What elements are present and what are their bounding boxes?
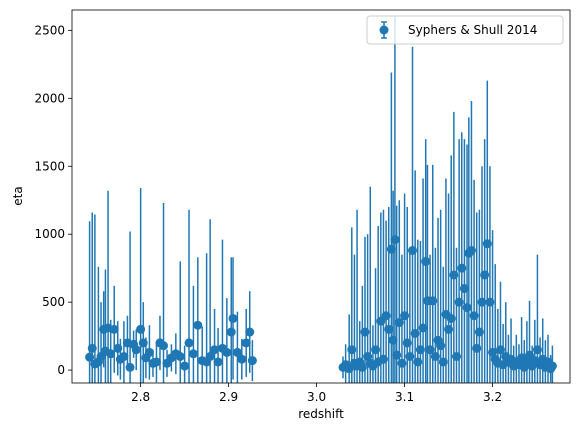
data-point [454, 297, 464, 307]
data-point [87, 343, 97, 353]
y-tick-label: 500 [42, 295, 65, 309]
data-point [131, 345, 141, 355]
data-point [428, 296, 438, 306]
legend-marker [379, 25, 389, 35]
data-point [136, 324, 146, 334]
data-point [205, 352, 215, 362]
x-tick-label: 3.2 [483, 390, 502, 404]
data-point [245, 327, 255, 337]
data-point [418, 323, 428, 333]
data-point [459, 284, 469, 294]
axis-layer: 2.8 2.9 3.0 3.1 3.2 0 500 1000 1500 2000 2500 [34, 23, 502, 404]
data-point [226, 327, 236, 337]
y-axis-label: eta [11, 186, 25, 205]
data-point [390, 235, 400, 245]
data-point [430, 352, 440, 362]
data-point [210, 345, 220, 355]
y-tick-label: 2000 [34, 91, 65, 105]
data-point [384, 324, 394, 334]
data-point [472, 343, 482, 353]
y-tick-label: 1500 [34, 159, 65, 173]
data-point [466, 246, 476, 256]
plot-frame [71, 9, 571, 384]
data-point [347, 345, 357, 355]
data-point [405, 352, 415, 362]
data-point [228, 313, 238, 323]
data-point [438, 357, 448, 367]
data-point [119, 352, 129, 362]
x-tick-label: 3.1 [395, 390, 414, 404]
data-point [449, 270, 459, 280]
data-point [151, 357, 161, 367]
x-tick-label: 3.0 [307, 390, 326, 404]
y-tick-label: 1000 [34, 227, 65, 241]
data-point [547, 361, 557, 371]
data-point [247, 356, 257, 366]
data-point [381, 311, 391, 321]
data-point [402, 338, 412, 348]
data-point [392, 350, 402, 360]
data-point [436, 341, 446, 351]
y-tick-label: 2500 [34, 23, 65, 37]
data-point [400, 311, 410, 321]
data-point [371, 345, 381, 355]
data-point [444, 324, 454, 334]
data-point [482, 239, 492, 249]
data-point [488, 347, 498, 357]
data-point [363, 352, 373, 362]
data-point [451, 352, 461, 362]
data-point [144, 347, 154, 357]
data-point [360, 327, 370, 337]
x-tick-label: 2.8 [131, 390, 150, 404]
data-point [85, 352, 95, 362]
legend: Syphers & Shull 2014 [366, 15, 564, 45]
y-tick-label: 0 [57, 363, 65, 377]
data-point [410, 328, 420, 338]
data-point [388, 335, 398, 345]
legend-box [366, 15, 564, 45]
data-point [386, 244, 396, 254]
data-point [480, 270, 490, 280]
data-point [394, 318, 404, 328]
legend-label: Syphers & Shull 2014 [408, 23, 537, 37]
data-point [495, 345, 505, 355]
data-point [241, 338, 251, 348]
data-point [462, 303, 472, 313]
data-point [106, 349, 116, 359]
data-point [532, 345, 542, 355]
data-point [232, 347, 242, 357]
data-point [477, 297, 487, 307]
data-point [125, 362, 135, 372]
data-point [397, 358, 407, 368]
data-point [425, 345, 435, 355]
x-tick-label: 2.9 [219, 390, 238, 404]
data-point [138, 338, 148, 348]
data-point [413, 357, 423, 367]
data-point [408, 246, 418, 256]
x-axis-label: redshift [298, 407, 344, 421]
data-point [357, 362, 367, 372]
data-point [193, 320, 203, 330]
data-point [457, 263, 467, 273]
data-point [378, 354, 388, 364]
data-point [213, 357, 223, 367]
data-point [159, 341, 169, 351]
data-point [421, 256, 431, 266]
data-point [474, 327, 484, 337]
data-point [180, 361, 190, 371]
data-point [184, 338, 194, 348]
data-point [222, 347, 232, 357]
data-point [237, 354, 247, 364]
data-point [175, 352, 185, 362]
data-point [485, 297, 495, 307]
data-layer [85, 16, 557, 383]
data-point [188, 349, 198, 359]
data-point [446, 313, 456, 323]
data-point [109, 324, 119, 334]
data-point [113, 343, 123, 353]
data-point [469, 311, 479, 321]
data-point [415, 345, 425, 355]
